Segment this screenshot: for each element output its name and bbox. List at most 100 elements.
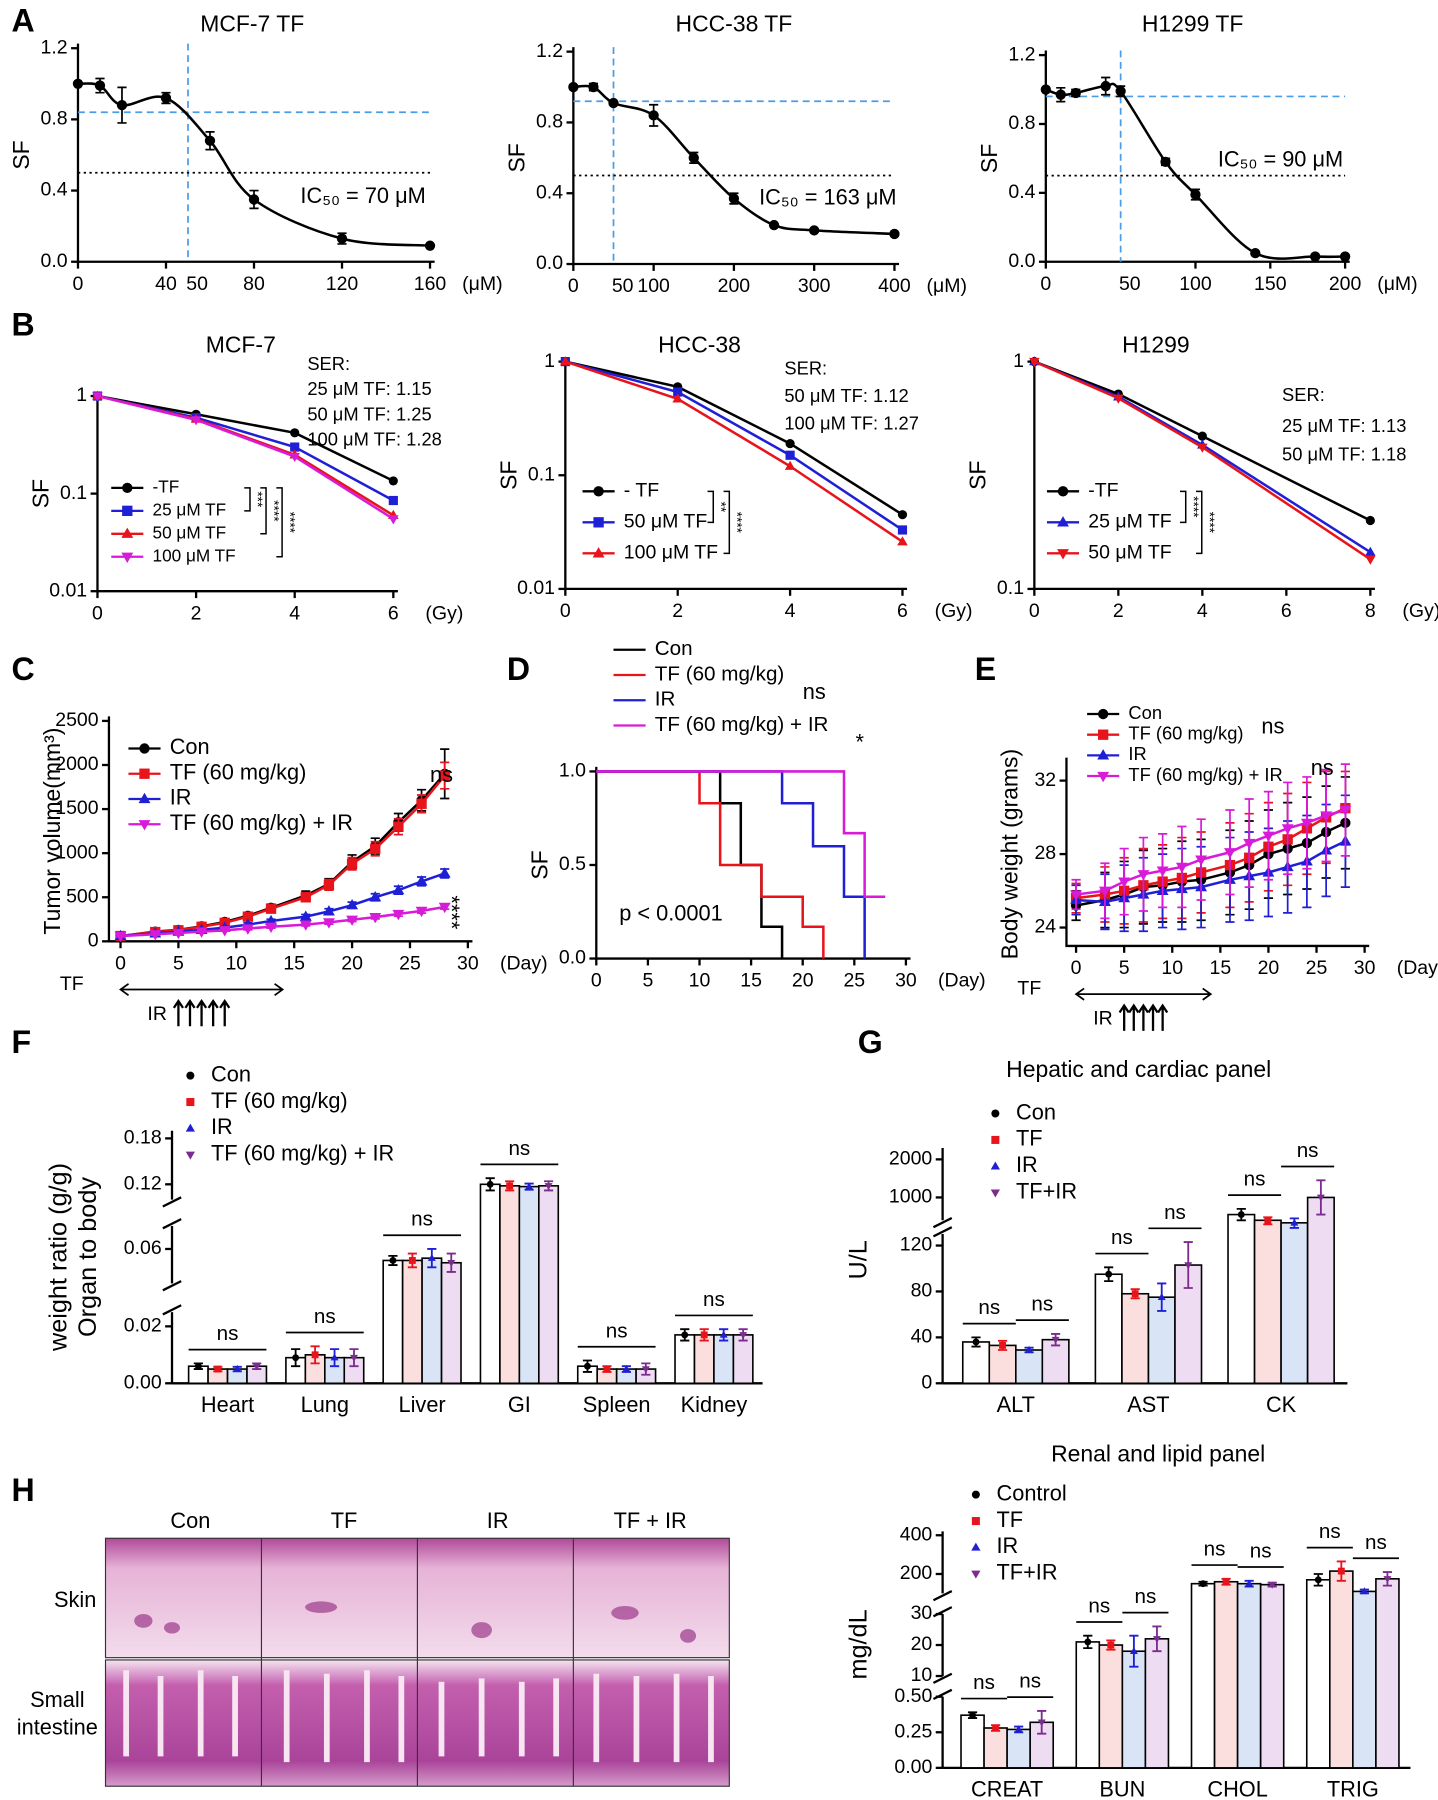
- x-tick-label: 10: [689, 970, 711, 992]
- survival-line: [596, 770, 866, 959]
- bar: [1227, 1213, 1256, 1385]
- bar: [1352, 1590, 1377, 1769]
- legend-label: Con: [655, 637, 693, 660]
- y-tick-label: 1.0: [559, 760, 586, 782]
- y-tick-label: 0.4: [1008, 181, 1035, 203]
- x-tick-label: 20: [792, 970, 814, 992]
- x-tick-label: 30: [895, 970, 917, 992]
- y-tick-label: 24: [1034, 916, 1056, 938]
- x-tick-label: Liver: [398, 1392, 445, 1417]
- bar: [1190, 1582, 1216, 1769]
- x-tick-label: 4: [1197, 600, 1208, 622]
- bar: [693, 1334, 715, 1385]
- legend-label: Con: [211, 1061, 251, 1086]
- x-tick-label: 30: [1354, 957, 1376, 979]
- marker: [1268, 1581, 1277, 1589]
- legend-label: Con: [170, 734, 210, 759]
- significance-label: ****: [1202, 512, 1217, 534]
- x-tick-label: 5: [642, 970, 653, 992]
- x-tick-label: 30: [457, 952, 479, 974]
- marker: [672, 393, 683, 403]
- marker: [1097, 771, 1110, 783]
- marker: [330, 1353, 339, 1361]
- series-line: [97, 394, 395, 521]
- y-axis-label: SF: [503, 143, 529, 172]
- marker: [185, 1151, 195, 1160]
- marker: [1222, 1578, 1230, 1586]
- x-unit-label: (Day): [938, 970, 986, 992]
- y-axis-label: U/L: [845, 1240, 873, 1279]
- bar: [732, 1334, 754, 1385]
- annotation: ns: [973, 1671, 995, 1694]
- y-axis-label: SF: [964, 461, 990, 490]
- x-tick-label: 5: [1119, 957, 1130, 979]
- x-tick-label: 50: [1119, 273, 1141, 295]
- x-tick-label: 50: [186, 273, 208, 295]
- y-axis-label: Body weight (grams): [996, 749, 1022, 959]
- marker: [990, 1189, 1000, 1198]
- marker: [1316, 1194, 1325, 1202]
- x-tick-label: 2: [1113, 600, 1124, 622]
- marker: [121, 552, 134, 563]
- ir-arrow: [1118, 1003, 1130, 1031]
- survival-line: [596, 770, 886, 899]
- marker: [1057, 486, 1069, 497]
- annotation: ns: [1244, 1168, 1266, 1191]
- annotation: 100 μM TF: 1.28: [307, 429, 442, 450]
- marker: [292, 1354, 300, 1362]
- annotation: ns: [978, 1296, 1000, 1319]
- legend-label: TF (60 mg/kg): [1128, 723, 1243, 744]
- marker: [1105, 1270, 1113, 1278]
- x-tick-label: 25: [843, 970, 865, 992]
- legend-label: TF (60 mg/kg) + IR: [170, 810, 353, 835]
- marker: [897, 536, 908, 546]
- marker: [1365, 515, 1375, 526]
- marker: [415, 875, 428, 886]
- y-tick-label: 0.18: [124, 1127, 162, 1149]
- bar: [1236, 1582, 1262, 1769]
- marker: [393, 821, 404, 832]
- ir-arrow: [207, 998, 219, 1027]
- bar: [1006, 1728, 1031, 1769]
- significance-label: ***: [250, 491, 265, 508]
- marker: [346, 858, 358, 869]
- marker: [1184, 1262, 1193, 1270]
- marker: [204, 135, 216, 146]
- marker: [415, 906, 428, 918]
- annotation: 25 μM TF: 1.13: [1282, 415, 1406, 436]
- x-tick-label: 160: [414, 273, 447, 295]
- marker: [160, 92, 172, 104]
- x-tick-label: 2: [672, 600, 683, 622]
- marker: [185, 1123, 195, 1132]
- x-unit-label: (Gy): [1402, 600, 1438, 622]
- marker: [265, 914, 277, 926]
- panel-label: H: [11, 1472, 34, 1508]
- marker: [568, 81, 579, 93]
- legend-label: TF (60 mg/kg) + IR: [211, 1141, 394, 1166]
- bar: [988, 1344, 1017, 1385]
- annotation: ns: [1297, 1139, 1319, 1162]
- marker: [1175, 862, 1188, 874]
- marker: [889, 228, 900, 240]
- y-axis-label: mg/dL: [845, 1609, 873, 1679]
- legend-label: TF (60 mg/kg) + IR: [655, 713, 829, 736]
- annotation: ns: [1204, 1538, 1226, 1561]
- marker: [506, 1182, 514, 1190]
- marker: [346, 898, 359, 910]
- series-line: [564, 360, 904, 543]
- x-tick-label: 200: [1329, 273, 1362, 295]
- x-tick-label: 0: [560, 600, 571, 622]
- series-line: [565, 360, 904, 516]
- marker: [322, 905, 335, 916]
- marker: [969, 1711, 976, 1719]
- marker: [322, 918, 335, 929]
- axis-break: [932, 1590, 953, 1618]
- y-tick-label: 28: [1034, 842, 1056, 864]
- column-label: Con: [170, 1508, 210, 1533]
- bar: [1213, 1580, 1239, 1769]
- legend-label: 100 μM TF: [153, 545, 236, 565]
- panel-label: D: [507, 651, 530, 687]
- marker: [194, 1362, 202, 1370]
